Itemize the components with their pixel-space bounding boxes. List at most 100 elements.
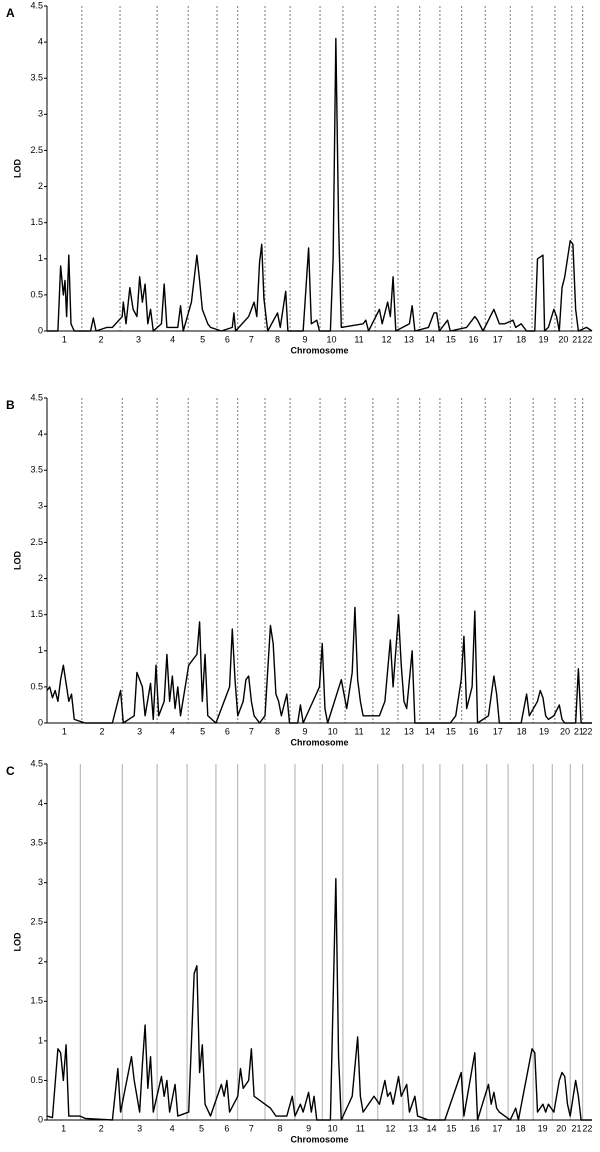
panel-label: C (6, 764, 15, 778)
x-tick-label: 5 (199, 1123, 204, 1133)
x-tick-label: 7 (249, 334, 254, 344)
x-tick-label: 6 (225, 726, 230, 736)
y-tick-label: 1.5 (30, 217, 43, 227)
x-tick-label: 16 (470, 1123, 480, 1133)
y-tick-label: 3.5 (30, 837, 43, 847)
y-tick-label: 0 (38, 325, 43, 335)
x-tick-label: 10 (328, 1123, 338, 1133)
x-tick-label: 8 (277, 1123, 282, 1133)
x-tick-label: 4 (170, 1123, 175, 1133)
x-tick-label: 11 (354, 726, 363, 736)
x-tick-label: 2 (100, 726, 105, 736)
lod-line (46, 878, 592, 1121)
x-tick-label: 5 (200, 726, 205, 736)
x-tick-label: 17 (492, 1123, 502, 1133)
x-tick-label: 12 (380, 726, 390, 736)
panel-label: A (6, 6, 15, 20)
y-tick-label: 4 (38, 798, 43, 808)
y-tick-label: 2 (38, 956, 43, 966)
x-axis-label: Chromosome (290, 345, 348, 355)
x-tick-label: 22 (582, 726, 592, 736)
x-tick-label: 14 (425, 334, 435, 344)
x-tick-label: 6 (224, 1123, 229, 1133)
x-axis-label: Chromosome (290, 1134, 348, 1144)
x-tick-label: 19 (539, 726, 549, 736)
y-tick-label: 4 (38, 36, 43, 46)
y-tick-label: 1.5 (30, 609, 43, 619)
x-tick-label: 15 (446, 334, 456, 344)
x-tick-label: 16 (468, 726, 478, 736)
y-tick-label: 0.5 (30, 681, 43, 691)
x-tick-label: 9 (303, 726, 308, 736)
x-tick-label: 12 (385, 1123, 395, 1133)
x-tick-label: 3 (137, 1123, 142, 1133)
x-tick-label: 18 (516, 334, 526, 344)
x-axis-label: Chromosome (290, 737, 348, 747)
y-tick-label: 4 (38, 428, 43, 438)
x-tick-label: 20 (560, 726, 570, 736)
y-tick-label: 1 (38, 1035, 43, 1045)
x-tick-label: 18 (517, 726, 527, 736)
x-tick-label: 5 (200, 334, 205, 344)
y-tick-label: 3 (38, 109, 43, 119)
x-tick-label: 4 (170, 334, 175, 344)
x-tick-label: 7 (249, 1123, 254, 1133)
x-tick-label: 2 (98, 334, 103, 344)
x-tick-label: 10 (328, 726, 338, 736)
x-tick-label: 12 (382, 334, 392, 344)
x-tick-label: 21 (571, 1123, 581, 1133)
x-tick-label: 13 (408, 1123, 418, 1133)
x-tick-label: 1 (61, 1123, 66, 1133)
x-tick-label: 11 (356, 1123, 365, 1133)
y-tick-label: 4.5 (30, 392, 43, 402)
y-tick-label: 2.5 (30, 537, 43, 547)
y-tick-label: 1.5 (30, 996, 43, 1006)
x-tick-label: 7 (249, 726, 254, 736)
x-tick-label: 15 (446, 1123, 456, 1133)
x-tick-label: 1 (62, 334, 67, 344)
x-tick-label: 3 (136, 334, 141, 344)
x-tick-label: 17 (493, 726, 503, 736)
lod-line (46, 606, 592, 724)
x-tick-label: 10 (326, 334, 336, 344)
y-tick-label: 3.5 (30, 73, 43, 83)
x-tick-label: 9 (306, 1123, 311, 1133)
lod-line (47, 37, 593, 332)
x-tick-label: 20 (556, 1123, 566, 1133)
y-tick-label: 2 (38, 181, 43, 191)
x-tick-label: 22 (582, 334, 592, 344)
x-tick-label: 19 (538, 1123, 548, 1133)
x-tick-label: 3 (137, 726, 142, 736)
y-tick-label: 1 (38, 253, 43, 263)
x-tick-label: 17 (493, 334, 503, 344)
y-tick-label: 1 (38, 645, 43, 655)
y-axis-label: LOD (12, 159, 22, 178)
x-tick-label: 13 (404, 726, 414, 736)
x-tick-label: 6 (225, 334, 230, 344)
y-tick-label: 4.5 (30, 0, 43, 10)
x-tick-label: 8 (275, 726, 280, 736)
y-tick-label: 3 (38, 877, 43, 887)
y-tick-label: 2.5 (30, 917, 43, 927)
x-tick-label: 13 (404, 334, 414, 344)
y-tick-label: 4.5 (30, 758, 43, 768)
y-tick-label: 2 (38, 573, 43, 583)
x-tick-label: 11 (354, 334, 363, 344)
x-tick-label: 15 (446, 726, 456, 736)
x-tick-label: 9 (303, 334, 308, 344)
y-axis-label: LOD (12, 551, 22, 570)
x-tick-label: 4 (170, 726, 175, 736)
x-tick-label: 14 (426, 1123, 436, 1133)
y-tick-label: 3 (38, 501, 43, 511)
y-tick-label: 2.5 (30, 145, 43, 155)
x-tick-label: 8 (275, 334, 280, 344)
x-tick-label: 19 (538, 334, 548, 344)
y-tick-label: 3.5 (30, 465, 43, 475)
y-tick-label: 0 (38, 717, 43, 727)
x-tick-label: 21 (572, 334, 582, 344)
y-tick-label: 0.5 (30, 1075, 43, 1085)
x-tick-label: 21 (574, 726, 584, 736)
x-tick-label: 16 (468, 334, 478, 344)
